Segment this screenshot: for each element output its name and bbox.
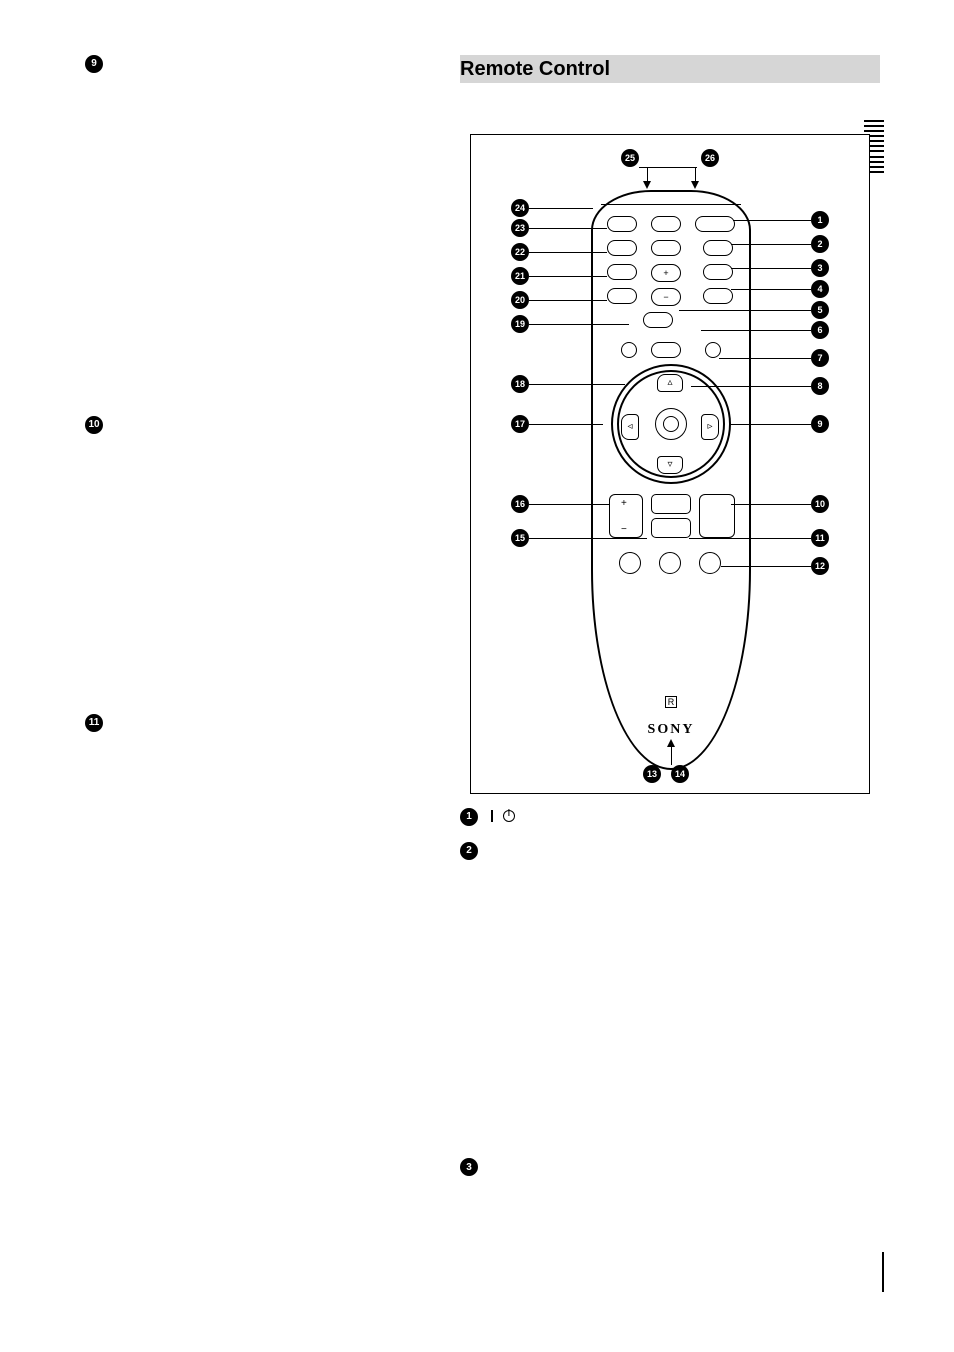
sony-logo: SONY [593,722,749,738]
sec11-how-title: How to use the adjuster [109,776,445,791]
left-column: 9 Speaker SRS WOW is output from this sp… [85,55,445,823]
diag-callout-13: 13 [643,765,661,783]
sec11-body: Use the adjuster to keep the projector l… [109,736,445,768]
remote-diagram-box: 25 26 + − [470,134,870,794]
diag-callout-11: 11 [811,529,829,547]
callout-badge-9: 9 [85,55,103,73]
r-sec2-store-title: To store the settings [484,888,880,903]
diag-callout-16: 16 [511,495,529,513]
footer-lang: GB [874,1300,884,1307]
sec10-see-link0: "Replacing the Lamp" on page 56 [187,477,351,489]
right-section-2: 2 VIDEO MEMORY buttons Stores up to thre… [460,842,880,1063]
sec9-tip-body: SRS WOW offers deep rich bass tones and … [109,114,445,210]
rc-subtitle: The buttons marked with * have the same … [460,89,880,120]
r-sec2-title: VIDEO MEMORY buttons [484,842,625,858]
diag-callout-6: 6 [811,321,829,339]
sec10-see-also: For details, see "Replacing the Lamp" on… [109,476,445,508]
diag-callout-3: 3 [811,259,829,277]
diag-callout-26: 26 [701,149,719,167]
r-sec2-recall-title: To recall the stored picture quality [484,1016,880,1031]
bullet-dot: • [109,438,113,454]
right-section-3: 3 INPUT button* [460,1158,880,1176]
footer-page: 13 [860,1301,871,1312]
diag-callout-24: 24 [511,199,529,217]
diag-callout-18: 18 [511,375,529,393]
diag-callout-22: 22 [511,243,529,261]
diag-callout-25: 25 [621,149,639,167]
r-sec2-step0: Adjust the picture quality as you like. [497,903,675,919]
diag-callout-4: 4 [811,280,829,298]
sec11-title: Adjuster [109,714,158,730]
rc-title-bar: Remote Control [460,55,880,83]
footer-rule [882,1252,884,1292]
diag-callout-19: 19 [511,315,529,333]
page-root: Overview 9 Speaker SRS WOW is output fro… [0,0,954,1352]
step-num: 3 [484,957,491,973]
diag-callout-9: 9 [811,415,829,433]
sec9-tip-label: Tip [109,99,445,113]
footer-text: Location of Controls [760,1301,849,1312]
diag-callout-23: 23 [511,219,529,237]
sec10-title: Air filter cover/ventilation holes (inta… [109,416,401,432]
diag-callout-15: 15 [511,529,529,547]
r-sec2-store-tail: The adjusted picture is stored in memory… [484,976,880,1008]
r-sec2-body: Stores up to three picture quality setti… [484,864,880,880]
diag-callout-1: 1 [811,211,829,229]
remote-body-outline: + − ▵ ▿ ◃ ▹ [591,190,751,770]
diag-callout-12: 12 [811,557,829,575]
r-sec3-title: INPUT button* [484,1158,565,1174]
sec9-body: SRS WOW is output from this speaker, whi… [109,77,445,93]
sec10-bullet-0: Remove this air filter cover only when r… [119,438,398,454]
step-num: 1 [484,903,491,919]
page-footer: Location of Controls 13 GB [760,1300,884,1312]
r-sec2-step2: Press the ENTER button. [497,957,621,973]
diag-callout-10: 10 [811,495,829,513]
r-sec2-recall-body: Press the corresponding VIDEO MEMORY but… [484,1031,880,1063]
diag-callout-20: 20 [511,291,529,309]
on-bar-icon [491,810,493,822]
standby-icon [503,810,515,822]
right-section-1: 1 / (on/standby) switch* [460,808,880,826]
callout-badge-r3: 3 [460,1158,478,1176]
section-10: 10 Air filter cover/ventilation holes (i… [85,416,445,508]
r-sec2-step1: Press the VIDEO MEMORY button (1, 2 or 3… [497,922,880,954]
diag-callout-17: 17 [511,415,529,433]
callout-badge-r2: 2 [460,842,478,860]
bullet-dot: • [109,457,113,473]
sec9-title: Speaker [109,55,156,71]
diag-callout-5: 5 [811,301,829,319]
callout-badge-11: 11 [85,714,103,732]
section-11: 11 Adjuster Use the adjuster to keep the… [85,714,445,807]
diag-callout-2: 2 [811,235,829,253]
sec9-notice: * WOW, SRS and (●) symbol are trademarks… [109,218,445,250]
diag-callout-7: 7 [811,349,829,367]
step-num: 2 [484,922,491,954]
sec11-how-body: Turn the adjuster right or left to keep … [109,791,445,807]
r-sec1-title: / (on/standby) switch* [484,808,635,824]
callout-badge-r1: 1 [460,808,478,826]
diag-callout-14: 14 [671,765,689,783]
sec10-bullet-1: Do not use the projector with the air fi… [119,457,395,473]
diag-callout-21: 21 [511,267,529,285]
right-column: Remote Control The buttons marked with *… [460,55,880,1192]
diag-callout-8: 8 [811,377,829,395]
r-sec1-title-text: (on/standby) switch* [518,809,635,823]
sec10-see-label: For details, see [109,477,184,489]
r-mark-icon: R [665,696,677,708]
rc-heading: Remote Control [460,58,610,81]
section-9: 9 Speaker SRS WOW is output from this sp… [85,55,445,250]
callout-badge-10: 10 [85,416,103,434]
